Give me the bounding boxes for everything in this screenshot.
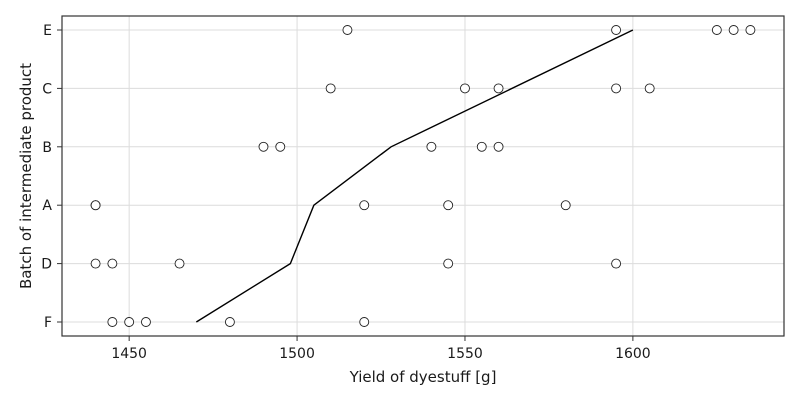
x-axis: 1450 1500 1550 1600 — [111, 336, 651, 362]
data-point — [141, 317, 151, 327]
data-point — [560, 200, 571, 211]
data-point — [728, 25, 739, 35]
data-point — [644, 83, 655, 94]
data-point — [611, 83, 622, 94]
x-tick-label: 1550 — [447, 346, 483, 362]
data-point — [174, 258, 185, 269]
x-tick-label: 1450 — [111, 346, 147, 362]
mean-line-layer — [195, 29, 634, 323]
data-point — [611, 258, 622, 269]
data-point — [359, 200, 370, 211]
y-axis-title: Batch of intermediate product — [17, 63, 35, 289]
x-tick-label: 1500 — [279, 346, 315, 362]
data-point — [90, 200, 101, 211]
y-tick-label: A — [42, 198, 52, 214]
data-point — [745, 25, 756, 35]
data-point — [426, 141, 437, 152]
data-point — [493, 83, 504, 94]
data-point — [493, 141, 504, 152]
data-point — [342, 25, 353, 35]
data-point — [275, 141, 286, 152]
data-point — [124, 317, 135, 327]
data-point — [224, 317, 235, 327]
x-axis-title: Yield of dyestuff [g] — [349, 368, 497, 386]
y-tick-label: F — [44, 315, 52, 331]
data-point — [359, 317, 370, 327]
data-point — [325, 83, 336, 94]
data-point — [711, 25, 722, 35]
data-point — [107, 258, 118, 269]
data-point — [90, 258, 101, 269]
data-point — [258, 141, 269, 152]
data-point — [476, 141, 487, 152]
y-tick-label: D — [41, 257, 52, 273]
mean-line — [195, 29, 634, 323]
y-tick-label: C — [42, 81, 52, 97]
data-point — [611, 25, 622, 35]
grid — [62, 16, 784, 336]
data-point — [443, 200, 454, 211]
data-point — [443, 258, 454, 269]
data-point — [107, 317, 118, 327]
plot-frame — [61, 15, 785, 337]
points-layer — [90, 25, 756, 327]
y-tick-label: B — [42, 140, 52, 156]
y-tick-label: E — [43, 23, 52, 39]
data-point — [460, 83, 470, 94]
y-axis: F D A B C E — [41, 23, 62, 331]
x-tick-label: 1600 — [615, 346, 651, 362]
